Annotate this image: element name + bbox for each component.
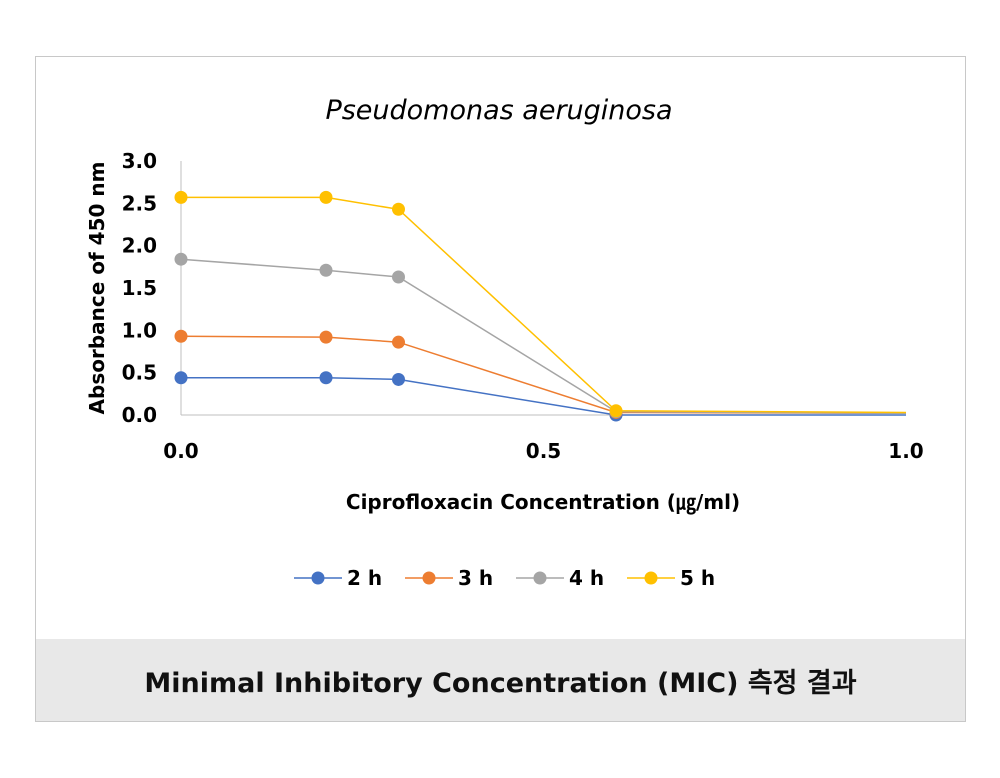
data-point [319, 190, 333, 204]
data-point [174, 329, 188, 343]
x-tick-label: 1.0 [888, 439, 923, 463]
data-point [392, 202, 405, 216]
series-line [181, 196, 907, 414]
data-point [392, 335, 405, 349]
legend-label: 4 h [569, 566, 604, 590]
legend-label: 5 h [680, 566, 715, 590]
data-point [319, 330, 333, 344]
chart-title: Pseudomonas aeruginosa [325, 95, 672, 126]
data-point [319, 371, 333, 385]
legend-label: 2 h [347, 566, 382, 590]
y-tick-label: 2.0 [122, 234, 157, 258]
data-point [319, 263, 333, 277]
data-point [174, 190, 188, 204]
y-tick-label: 1.5 [122, 276, 157, 300]
caption-band: Minimal Inhibitory Concentration (MIC) 측… [36, 639, 965, 721]
data-point [609, 404, 623, 418]
x-tick-label: 0.5 [526, 439, 561, 463]
legend-marker [533, 571, 547, 585]
y-tick-label: 2.5 [122, 191, 157, 215]
chart: Pseudomonas aeruginosa 0.0 0.5 1.0 1.5 2.0 2.… [85, 95, 924, 590]
y-tick-label: 0.5 [122, 361, 157, 385]
x-axis-label: Ciprofloxacin Concentration (㎍/ml) [346, 490, 740, 515]
y-tick-label: 0.0 [122, 403, 157, 427]
data-point [392, 270, 405, 284]
figure-caption: Minimal Inhibitory Concentration (MIC) 측… [144, 667, 857, 699]
legend-label: 3 h [458, 566, 493, 590]
y-axis-label: Absorbance of 450 nm [85, 162, 109, 415]
series-lines [180, 196, 907, 416]
series-line [181, 376, 906, 416]
y-tick-label: 1.0 [122, 318, 157, 342]
series-markers [174, 190, 623, 422]
x-tick-label: 0.0 [163, 439, 198, 463]
legend-marker [311, 571, 325, 585]
series-line [180, 335, 907, 415]
data-point [174, 252, 188, 266]
data-point [174, 371, 188, 385]
x-axis-ticks: 0.0 0.5 1.0 [163, 439, 923, 463]
legend-marker [644, 571, 658, 585]
data-point [392, 372, 405, 386]
figure-frame: Pseudomonas aeruginosa 0.0 0.5 1.0 1.5 2.0 2.… [35, 56, 966, 722]
y-axis-ticks: 0.0 0.5 1.0 1.5 2.0 2.5 3.0 [122, 149, 157, 427]
legend: 2 h 3 h 4 h 5 h [294, 566, 715, 590]
legend-marker [422, 571, 436, 585]
y-tick-label: 3.0 [122, 149, 157, 173]
